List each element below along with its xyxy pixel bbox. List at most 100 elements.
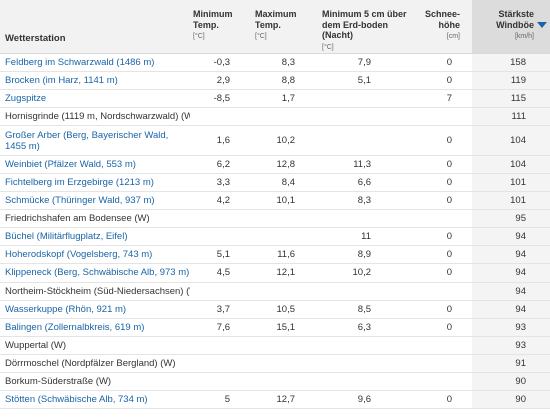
station-link[interactable]: Feldberg im Schwarzwald (1486 m) — [5, 57, 155, 69]
snow-header-label: Schnee-höhe — [424, 9, 460, 30]
wind-gust-cell: 104 — [472, 125, 550, 157]
station-link[interactable]: Zugspitze — [5, 93, 47, 105]
min-temp-cell — [190, 336, 252, 355]
station-name: Dörrmoschel (Nordpfälzer Bergland) (W) — [5, 357, 176, 369]
station-link[interactable]: Balingen (Zollernalbkreis, 619 m) — [5, 321, 145, 333]
station-cell: Wuppertal (W) — [0, 336, 190, 355]
column-header-ground-min[interactable]: Minimum 5 cm über dem Erd-boden (Nacht) [… — [319, 0, 413, 54]
station-cell: Schmücke (Thüringer Wald, 937 m) — [0, 191, 190, 211]
station-cell: Brocken (im Harz, 1141 m) — [0, 71, 190, 91]
table-row: Stötten (Schwäbische Alb, 734 m) 5 12,7 9,6… — [0, 390, 550, 409]
min-temp-cell: 6,2 — [190, 155, 252, 175]
station-name: Borkum-Süderstraße (W) — [5, 375, 112, 387]
table-row: Fichtelberg im Erzgebirge (1213 m) 3,3 8,4… — [0, 173, 550, 193]
table-row: Hornisgrinde (1119 m, Nordschwarzwald) (… — [0, 107, 550, 127]
station-cell: Zugspitze — [0, 89, 190, 109]
snow-depth-cell: 0 — [413, 53, 472, 73]
station-link[interactable]: Schmücke (Thüringer Wald, 937 m) — [5, 195, 155, 207]
max-temp-cell — [252, 372, 319, 391]
station-link[interactable]: Stötten (Schwäbische Alb, 734 m) — [5, 393, 148, 405]
table-row: Zugspitze -8,5 1,7 7 115 — [0, 89, 550, 109]
wind-gust-cell: 115 — [472, 89, 550, 109]
table-row: Friedrichshafen am Bodensee (W) 95 — [0, 209, 550, 229]
wind-unit: [km/h] — [514, 33, 534, 40]
max-temp-header-label: Maximum Temp. — [255, 9, 297, 30]
snow-depth-cell: 0 — [413, 227, 472, 247]
station-link[interactable]: Wasserkuppe (Rhön, 921 m) — [5, 303, 127, 315]
station-cell: Stötten (Schwäbische Alb, 734 m) — [0, 390, 190, 409]
max-temp-cell — [252, 282, 319, 301]
wind-gust-cell: 90 — [472, 372, 550, 391]
column-header-max-temp[interactable]: Maximum Temp. [°C] — [252, 0, 319, 54]
max-temp-cell: 10,5 — [252, 300, 319, 319]
station-header-label: Wetterstation — [5, 32, 66, 44]
station-cell: Klippeneck (Berg, Schwäbische Alb, 973 m… — [0, 263, 190, 283]
wind-gust-cell: 111 — [472, 107, 550, 127]
column-header-wind[interactable]: Stärkste Windböe [km/h] — [472, 0, 550, 54]
snow-depth-cell: 0 — [413, 155, 472, 175]
station-link[interactable]: Brocken (im Harz, 1141 m) — [5, 75, 118, 87]
snow-depth-cell: 0 — [413, 71, 472, 91]
table-row: Großer Arber (Berg, Bayerischer Wald, 14… — [0, 125, 550, 157]
station-link[interactable]: Weinbiet (Pfälzer Wald, 553 m) — [5, 159, 136, 171]
ground-min-cell — [319, 336, 413, 355]
wind-header-label: Stärkste Windböe — [496, 9, 534, 30]
ground-min-cell: 11,3 — [319, 155, 413, 175]
column-header-station[interactable]: Wetterstation — [0, 0, 190, 54]
station-link[interactable]: Hoherodskopf (Vogelsberg, 743 m) — [5, 249, 153, 261]
ground-min-cell: 10,2 — [319, 263, 413, 283]
table-row: Brocken (im Harz, 1141 m) 2,9 8,8 5,1 0 119 — [0, 71, 550, 91]
max-temp-cell: 12,7 — [252, 390, 319, 409]
ground-min-unit: [°C] — [322, 43, 334, 51]
wind-gust-cell: 95 — [472, 209, 550, 229]
snow-depth-cell: 0 — [413, 300, 472, 319]
snow-depth-cell: 0 — [413, 125, 472, 157]
snow-depth-cell — [413, 282, 472, 301]
min-temp-cell — [190, 107, 252, 127]
station-cell: Weinbiet (Pfälzer Wald, 553 m) — [0, 155, 190, 175]
wind-gust-cell: 93 — [472, 318, 550, 337]
station-link[interactable]: Großer Arber (Berg, Bayerischer Wald, 14… — [5, 129, 169, 152]
station-link[interactable]: Büchel (Militärflugplatz, Eifel) — [5, 231, 128, 243]
ground-min-cell: 7,9 — [319, 53, 413, 73]
table-row: Wuppertal (W) 93 — [0, 336, 550, 355]
min-temp-cell: 1,6 — [190, 125, 252, 157]
min-temp-cell: 2,9 — [190, 71, 252, 91]
max-temp-cell: 8,4 — [252, 173, 319, 193]
station-cell: Borkum-Süderstraße (W) — [0, 372, 190, 391]
snow-depth-cell — [413, 209, 472, 229]
min-temp-cell: 5,1 — [190, 245, 252, 265]
snow-unit: [cm] — [446, 33, 460, 40]
max-temp-cell: 12,1 — [252, 263, 319, 283]
ground-min-cell: 6,6 — [319, 173, 413, 193]
station-link[interactable]: Fichtelberg im Erzgebirge (1213 m) — [5, 177, 154, 189]
ground-min-cell: 11 — [319, 227, 413, 247]
ground-min-cell: 8,9 — [319, 245, 413, 265]
table-header-row: Wetterstation Minimum Temp. [°C] Maximum … — [0, 0, 550, 54]
table-row: Büchel (Militärflugplatz, Eifel) 11 0 94 — [0, 227, 550, 247]
table-row: Dörrmoschel (Nordpfälzer Bergland) (W) 91 — [0, 354, 550, 373]
table-row: Feldberg im Schwarzwald (1486 m) -0,3 8,3 7… — [0, 53, 550, 73]
station-link[interactable]: Klippeneck (Berg, Schwäbische Alb, 973 m… — [5, 267, 190, 279]
column-header-snow[interactable]: Schnee-höhe [cm] — [413, 0, 472, 54]
station-cell: Büchel (Militärflugplatz, Eifel) — [0, 227, 190, 247]
column-header-min-temp[interactable]: Minimum Temp. [°C] — [190, 0, 252, 54]
snow-depth-cell: 0 — [413, 318, 472, 337]
wind-gust-cell: 91 — [472, 354, 550, 373]
min-temp-cell — [190, 227, 252, 247]
min-temp-cell: 4,5 — [190, 263, 252, 283]
max-temp-cell: 15,1 — [252, 318, 319, 337]
min-temp-cell: 7,6 — [190, 318, 252, 337]
min-temp-cell — [190, 282, 252, 301]
wind-gust-cell: 94 — [472, 245, 550, 265]
station-cell: Balingen (Zollernalbkreis, 619 m) — [0, 318, 190, 337]
snow-depth-cell: 0 — [413, 245, 472, 265]
min-temp-cell — [190, 372, 252, 391]
max-temp-cell: 10,2 — [252, 125, 319, 157]
min-temp-cell: -0,3 — [190, 53, 252, 73]
min-temp-header-label: Minimum Temp. — [193, 9, 233, 30]
ground-min-cell: 5,1 — [319, 71, 413, 91]
sort-descending-icon[interactable] — [537, 22, 547, 28]
ground-min-cell — [319, 125, 413, 157]
station-cell: Friedrichshafen am Bodensee (W) — [0, 209, 190, 229]
